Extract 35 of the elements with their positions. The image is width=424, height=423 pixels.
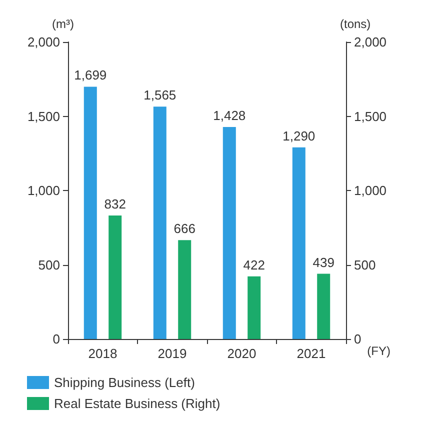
- legend-label: Real Estate Business (Right): [54, 396, 220, 411]
- x-tick-label: 2020: [227, 346, 256, 361]
- y2-tick-label: 0: [354, 332, 362, 346]
- data-label: 1,290: [282, 128, 316, 144]
- x-tick-label: 2021: [296, 346, 326, 361]
- x-tick-label: 2019: [158, 346, 187, 361]
- data-label: 832: [104, 196, 126, 212]
- y2-tick-label: 1,500: [354, 108, 387, 124]
- y-tick-label: 500: [38, 257, 60, 272]
- data-label: 439: [312, 254, 334, 270]
- x-axis-title: (FY): [367, 344, 390, 358]
- y-tick-label: 0: [52, 332, 60, 346]
- data-label: 1,699: [74, 68, 107, 83]
- y-tick-label: 1,500: [27, 108, 60, 124]
- bar: [84, 86, 97, 339]
- data-label: 666: [174, 221, 196, 236]
- bar: [317, 274, 330, 339]
- y2-tick-label: 1,000: [354, 183, 387, 198]
- bar: [222, 126, 236, 339]
- bar: [178, 240, 192, 339]
- data-label: 1,428: [213, 108, 246, 123]
- data-label: 1,565: [144, 88, 176, 103]
- x-tick-label: 2018: [88, 346, 118, 361]
- bar: [108, 215, 122, 339]
- bar: [248, 276, 261, 339]
- y-tick-label: 2,000: [27, 34, 60, 50]
- bar: [292, 147, 306, 339]
- y2-tick-label: 2,000: [354, 34, 387, 50]
- y-tick-label: 1,000: [27, 183, 60, 198]
- y-axis-title: (m³): [52, 17, 74, 31]
- data-label: 422: [243, 257, 265, 272]
- y2-tick-label: 500: [354, 257, 376, 272]
- legend-label: Shipping Business (Left): [54, 375, 195, 390]
- bar: [153, 106, 166, 339]
- y2-axis-title: (tons): [340, 17, 371, 31]
